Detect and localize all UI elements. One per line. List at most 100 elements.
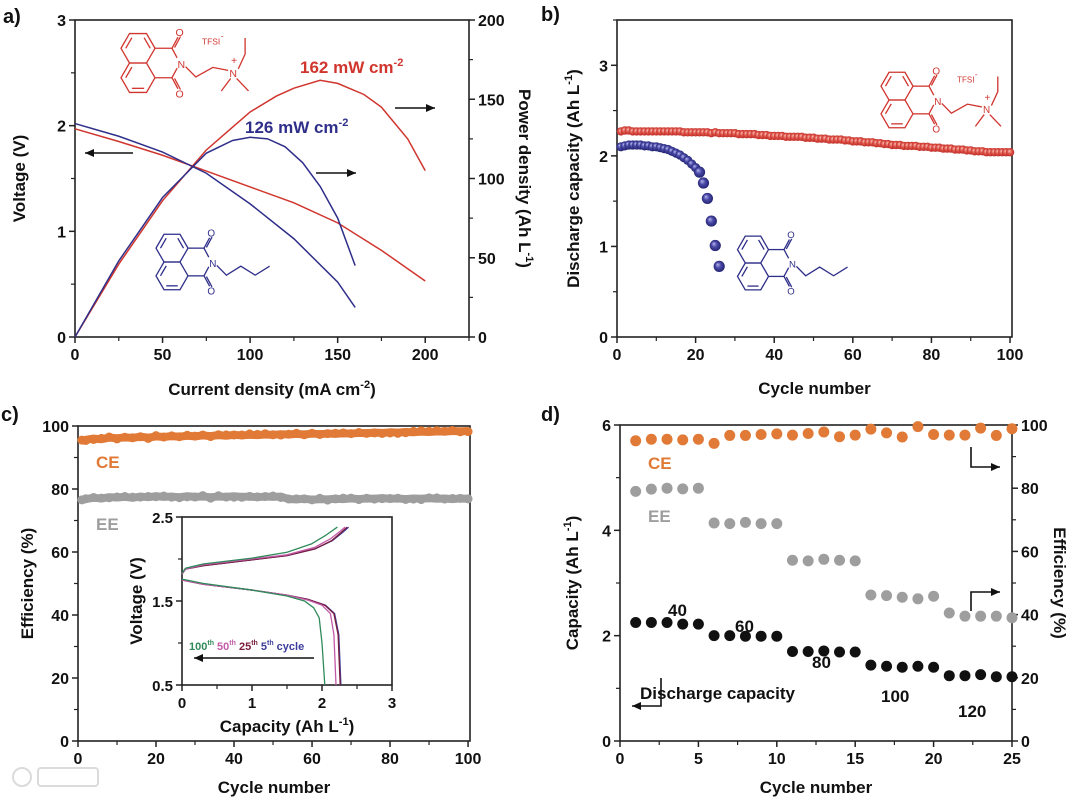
positive-charge: + xyxy=(231,55,237,67)
data-point-ce xyxy=(89,435,98,444)
panel-a: a) 0 50 100 150 200 0 1 2 3 0 50 100 150 200 Current de… xyxy=(3,6,535,399)
x-tick-label: 25 xyxy=(1003,751,1021,768)
data-point-ce xyxy=(144,434,153,443)
ee-label: EE xyxy=(96,515,119,534)
x-tick-label: 80 xyxy=(381,751,399,768)
data-point-ce xyxy=(881,427,892,438)
y2-tick-label: 100 xyxy=(478,172,505,189)
data-point-ce xyxy=(912,421,923,432)
y2-tick-label: 50 xyxy=(478,251,496,268)
data-point-ee xyxy=(709,517,720,528)
y2-tick-label: 200 xyxy=(478,13,505,30)
ethylene-linker xyxy=(942,103,982,113)
data-point-discharge-capacity xyxy=(787,646,798,657)
ce-label: CE xyxy=(96,453,120,472)
data-point-ee xyxy=(237,493,246,502)
x-tick-label: 150 xyxy=(324,347,351,364)
bond xyxy=(929,86,934,95)
data-point-ce xyxy=(323,429,332,438)
oxygen-atom: O xyxy=(207,228,215,239)
x-tick-label: 100 xyxy=(997,347,1024,364)
data-point-ce xyxy=(850,430,861,441)
data-point-ee xyxy=(440,495,449,504)
legend-cycle: cycle xyxy=(277,641,305,653)
data-point-ce xyxy=(803,428,814,439)
negative-charge: - xyxy=(221,31,224,41)
x-axis-title: Cycle number xyxy=(760,778,873,797)
x-axis-title: Capacity (Ah L-1) xyxy=(220,716,355,736)
data-point-ee xyxy=(975,611,986,622)
data-point-ee xyxy=(401,495,410,504)
methyl-group xyxy=(237,78,249,91)
data-point-ee xyxy=(245,492,254,501)
data-point-ce xyxy=(756,429,767,440)
data-point-ce xyxy=(105,432,114,441)
data-point-ce xyxy=(425,427,434,436)
x-tick-label: 100 xyxy=(455,751,482,768)
data-point-ce xyxy=(401,428,410,437)
data-point-ee xyxy=(646,484,657,495)
data-point-discharge-capacity xyxy=(834,646,845,657)
ce-label: CE xyxy=(648,454,672,473)
data-point-ce xyxy=(928,429,939,440)
left-axis-arrow-head xyxy=(85,149,94,157)
x-axis-title: Cycle number xyxy=(758,379,871,398)
watermark-logo-mark xyxy=(13,768,31,786)
plot-frame xyxy=(182,517,392,685)
x-tick-label: 15 xyxy=(846,751,864,768)
y-tick-label: 0 xyxy=(599,330,608,347)
data-point-ce xyxy=(440,427,449,436)
data-point-ce xyxy=(787,430,798,441)
x-tick-label: 100 xyxy=(237,347,264,364)
butyl-chain xyxy=(217,265,270,275)
data-point-discharge-capacity xyxy=(944,670,955,681)
data-point-ee xyxy=(253,492,262,501)
data-point-discharge-capacity xyxy=(709,630,720,641)
watermark-logo-text-block xyxy=(38,768,98,786)
methyl-group xyxy=(975,115,984,127)
y-tick-label: 2 xyxy=(599,149,608,166)
data-point-discharge-capacity xyxy=(646,617,657,628)
x-tick-label: 0 xyxy=(616,751,625,768)
y-tick-label: 3 xyxy=(599,58,608,75)
data-point-ce xyxy=(959,430,970,441)
data-point-ce xyxy=(315,430,324,439)
data-point-ce xyxy=(159,433,168,442)
data-point-discharge-capacity xyxy=(865,660,876,671)
quaternary-naphthalimide-structure: OONN+TFSI- xyxy=(121,27,249,101)
bond xyxy=(204,267,209,276)
current-density-label: 120 xyxy=(958,702,986,721)
data-point-ee xyxy=(261,492,270,501)
data-point-ee xyxy=(677,483,688,494)
x-tick-label: 60 xyxy=(303,751,321,768)
data-point-ce xyxy=(975,423,986,434)
data-point-ee xyxy=(897,592,908,603)
data-point-ce xyxy=(362,429,371,438)
data-point-ee xyxy=(448,494,457,503)
data-point-ce xyxy=(662,434,673,445)
y-axis-title: Voltage (V) xyxy=(127,557,146,645)
nitrogen-atom: N xyxy=(789,260,796,271)
bond xyxy=(172,68,177,78)
y-tick-label: 80 xyxy=(51,482,69,499)
panel-label-c: c) xyxy=(1,404,19,426)
y-axis-title: Voltage (V) xyxy=(10,135,29,223)
data-point-ee xyxy=(206,494,215,503)
data-point-blue xyxy=(698,177,709,188)
data-point-ce xyxy=(222,430,231,439)
data-point-ce xyxy=(393,429,402,438)
data-point-discharge-capacity xyxy=(991,671,1002,682)
methyl-group xyxy=(221,78,230,91)
data-point-ee xyxy=(105,493,114,502)
negative-charge: - xyxy=(975,70,978,79)
data-point-ee xyxy=(464,494,473,503)
data-point-discharge-capacity xyxy=(1007,671,1018,682)
data-point-blue xyxy=(702,193,713,204)
y-tick-label: 2 xyxy=(57,119,66,136)
y2-tick-label: 40 xyxy=(1021,608,1039,625)
bond xyxy=(172,48,177,58)
oxygen-atom: O xyxy=(176,89,184,101)
x-tick-label: 40 xyxy=(765,347,783,364)
data-point-ee xyxy=(818,554,829,565)
data-point-ce xyxy=(347,429,356,438)
